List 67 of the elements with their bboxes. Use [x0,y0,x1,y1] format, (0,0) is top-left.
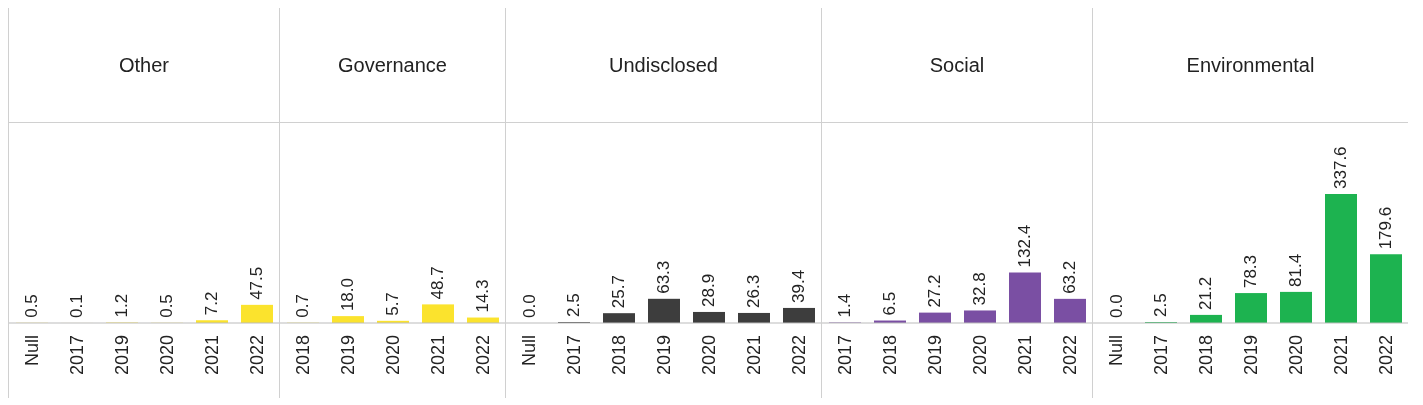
x-tick-label: 2021 [1014,335,1035,376]
data-label: 63.2 [1060,260,1080,294]
x-tick-label: 2018 [608,335,629,376]
x-tick-label: 2019 [1240,335,1261,376]
data-label: 78.3 [1241,254,1261,289]
x-tick-label: 2020 [156,335,177,376]
x-tick-label: Null [1105,335,1126,367]
data-label: 2.5 [564,293,584,318]
data-label: 0.5 [22,294,42,318]
chart-title: Environmental [1186,53,1315,77]
chart-title: Governance [338,53,447,77]
x-tick-label: 2020 [1285,335,1306,376]
data-label: 1.4 [835,293,855,318]
data-label: 0.1 [67,294,87,318]
data-label: 132.4 [1015,224,1035,268]
x-tick-label: 2019 [337,335,358,376]
x-tick-label: 2017 [834,335,855,376]
x-tick-label: 2021 [1330,335,1351,376]
data-label: 18.0 [338,278,358,312]
chart-title: Social [929,53,985,77]
x-tick-label: 2018 [1195,335,1216,376]
data-label: 26.3 [744,274,764,308]
data-label: 25.7 [609,275,629,309]
x-tick-label: 2019 [111,335,132,376]
x-tick-label: 2022 [1375,335,1396,376]
x-tick-label: 2019 [653,335,674,376]
x-tick-label: 2021 [427,335,448,376]
x-tick-label: Null [518,335,539,367]
data-label: 0.0 [519,294,539,318]
data-label: 2.5 [1151,293,1171,318]
data-label: 28.9 [699,273,719,307]
data-label: 0.5 [157,294,177,318]
data-label: 7.2 [202,291,222,316]
data-label: 32.8 [970,272,990,306]
data-label: 81.4 [1286,253,1306,287]
data-label: 0.7 [293,294,313,318]
x-tick-label: 2017 [1150,335,1171,376]
data-label: 337.6 [1331,146,1351,189]
x-tick-label: 2021 [201,335,222,376]
chart-title: Other [118,53,170,77]
data-label: 63.3 [654,260,674,294]
x-tick-label: 2021 [743,335,764,376]
data-label: 0.0 [1106,294,1126,318]
data-label: 14.3 [473,279,493,313]
data-label: 6.5 [880,291,900,316]
data-label: 5.7 [383,292,403,316]
data-label: 47.5 [247,266,267,300]
x-tick-label: Null [21,335,42,367]
data-label: 39.4 [789,269,809,303]
data-label: 1.2 [112,293,132,318]
x-tick-label: 2017 [563,335,584,376]
data-label: 179.6 [1376,206,1396,250]
data-label: 48.7 [428,266,448,300]
x-tick-label: 2022 [1059,335,1080,376]
x-tick-label: 2018 [879,335,900,376]
x-tick-label: 2020 [382,335,403,376]
x-tick-label: 2019 [924,335,945,376]
data-label: 21.2 [1196,276,1216,310]
x-tick-label: 2022 [246,335,267,376]
x-tick-label: 2020 [698,335,719,376]
x-tick-label: 2020 [969,335,990,376]
chart-title: Undisclosed [609,53,718,77]
x-tick-label: 2017 [66,335,87,376]
x-tick-label: 2022 [472,335,493,376]
data-label: 27.2 [925,274,945,308]
x-tick-label: 2022 [788,335,809,376]
x-tick-label: 2018 [292,335,313,376]
